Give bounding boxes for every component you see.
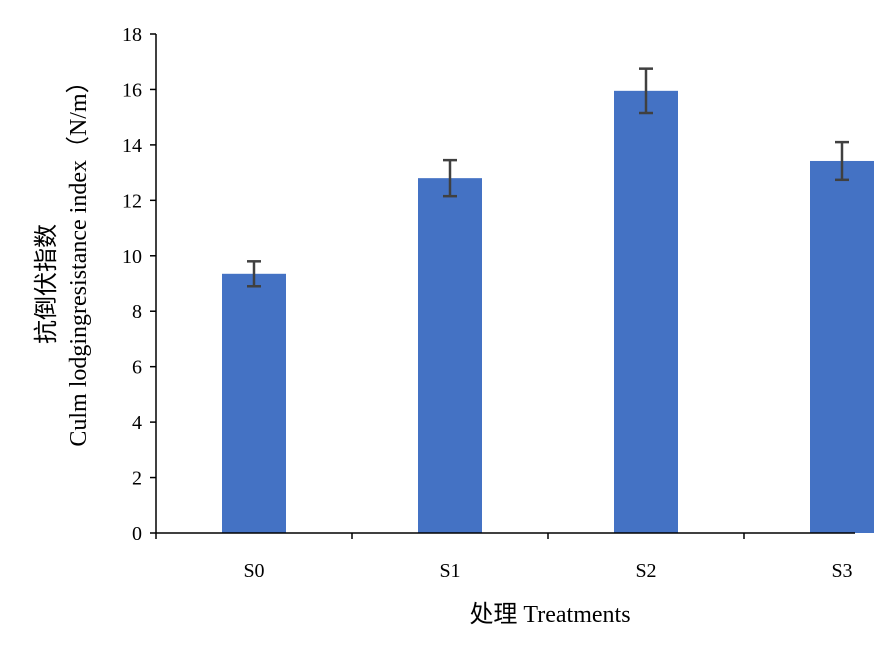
bar-s3: [810, 160, 874, 533]
error-bars-layer: [247, 67, 849, 288]
y-axis-title: 抗倒伏指数: [33, 224, 60, 344]
error-bar-s2: [639, 67, 653, 115]
x-axis-title: 处理 Treatments: [469, 601, 630, 628]
bars-layer: [222, 90, 874, 533]
y-tick-label: 12: [122, 190, 142, 212]
y-tick-label: 6: [132, 357, 142, 379]
bar-s0: [222, 273, 286, 533]
x-tick-label: S1: [439, 560, 460, 582]
axes-layer: [155, 34, 855, 534]
y-tick-label: 16: [122, 79, 142, 101]
x-tick-label: S0: [243, 560, 264, 582]
y-axis-title-line1: 抗倒伏指数: [33, 224, 60, 344]
x-tick-label: S3: [831, 560, 852, 582]
x-ticks-layer: S0 S1 S2 S3: [155, 533, 853, 582]
y-tick-label: 18: [122, 24, 142, 46]
y-tick-label: 14: [122, 135, 142, 157]
x-tick-label: S2: [635, 560, 656, 582]
error-bar-s1: [443, 158, 457, 198]
y-tick-label: 4: [132, 412, 142, 434]
y-ticks-layer: 0 2 4 6 8 10 12 14 16 18: [122, 24, 156, 545]
y-tick-label: 0: [132, 523, 142, 545]
error-bar-s0: [247, 260, 261, 288]
y-tick-label: 2: [132, 468, 142, 490]
y-axis-title-2: Culm lodgingresistance index（N/m）: [66, 69, 92, 446]
bar-s1: [418, 178, 482, 533]
y-axis-title-line2: Culm lodgingresistance index（N/m）: [66, 69, 92, 446]
y-tick-label: 10: [122, 246, 142, 268]
bar-s2: [614, 90, 678, 533]
error-bar-s3: [835, 140, 849, 182]
y-tick-label: 8: [132, 301, 142, 323]
